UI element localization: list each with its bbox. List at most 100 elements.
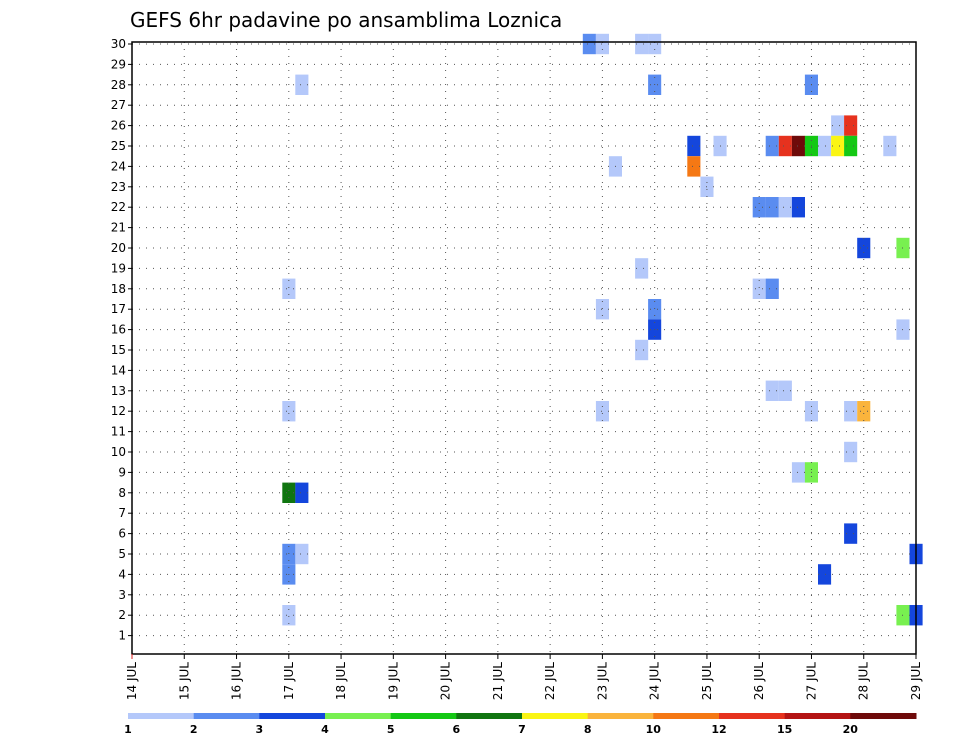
y-tick-label: 22	[111, 200, 126, 214]
precip-cell	[844, 523, 858, 544]
colorbar-segment	[653, 713, 720, 719]
colorbar-segment	[850, 713, 917, 719]
colorbar-segment	[259, 713, 326, 719]
colorbar-label: 2	[190, 723, 198, 736]
y-tick-label: 7	[118, 506, 126, 520]
y-tick-label: 18	[111, 282, 126, 296]
y-tick-label: 15	[111, 343, 126, 357]
colorbar-segment	[587, 713, 654, 719]
precip-cell	[295, 543, 309, 565]
y-tick-label: 5	[118, 547, 126, 561]
precip-cell	[791, 135, 805, 157]
chart-title: GEFS 6hr padavine po ansamblima Loznica	[130, 8, 562, 32]
precip-cell	[752, 278, 766, 299]
y-tick-label: 1	[118, 629, 126, 643]
y-tick-label: 16	[111, 323, 126, 337]
precip-cell	[818, 135, 832, 157]
y-tick-label: 14	[111, 363, 126, 377]
precip-cell	[883, 135, 897, 157]
colorbar-segment	[719, 713, 786, 719]
colorbar-label: 6	[452, 723, 460, 736]
precip-cell	[582, 33, 596, 55]
y-tick-label: 23	[111, 180, 126, 194]
y-tick-label: 4	[118, 567, 126, 581]
colorbar-segment	[128, 713, 195, 719]
x-tick-label: 29 JUL	[909, 662, 923, 700]
precip-cell	[765, 380, 779, 401]
precip-cell	[857, 237, 871, 259]
colorbar-label: 10	[646, 723, 662, 736]
x-tick-label: 15 JUL	[177, 662, 191, 700]
y-tick-label: 26	[111, 119, 126, 133]
y-tick-label: 3	[118, 588, 126, 602]
precip-cell	[831, 115, 845, 136]
y-tick-label: 9	[118, 465, 126, 479]
precip-cell	[818, 564, 832, 585]
y-axis: 1234567891011121314151617181920212223242…	[111, 37, 132, 643]
x-tick-label: 22 JUL	[543, 662, 557, 700]
precip-cell	[595, 401, 609, 422]
precip-cell	[595, 299, 609, 320]
precip-cell	[857, 401, 871, 422]
colorbar-segment	[456, 713, 523, 719]
precip-cell	[635, 258, 649, 279]
precip-cell	[844, 115, 858, 136]
x-axis: 14 JUL 15 JUL 16 JUL 17 JUL 18 JUL 19 JUL 20 J…	[125, 654, 923, 700]
y-tick-label: 28	[111, 78, 126, 92]
y-tick-label: 29	[111, 57, 126, 71]
precip-cell	[687, 135, 701, 157]
precip-cell	[282, 278, 296, 299]
colorbar-label: 3	[255, 723, 263, 736]
colorbar-label: 12	[711, 723, 726, 736]
precip-cell	[648, 299, 662, 320]
x-tick-label: 19 JUL	[386, 662, 400, 700]
y-tick-label: 2	[118, 608, 126, 622]
plot-frame	[131, 41, 917, 655]
precip-cell	[844, 401, 858, 422]
precip-cell	[295, 482, 309, 503]
colorbar-label: 20	[843, 723, 859, 736]
x-tick-label: 28 JUL	[857, 662, 871, 700]
precip-cell	[752, 197, 766, 218]
y-tick-label: 13	[111, 384, 126, 398]
colorbar-label: 5	[387, 723, 395, 736]
y-tick-label: 12	[111, 404, 126, 418]
x-tick-label: 26 JUL	[752, 662, 766, 700]
y-tick-label: 20	[111, 241, 126, 255]
colorbar-label: 7	[518, 723, 526, 736]
x-tick-label: 27 JUL	[804, 662, 818, 700]
x-tick-label: 25 JUL	[700, 662, 714, 700]
precip-cell	[765, 197, 779, 218]
precip-cell	[791, 462, 805, 483]
precip-cell	[765, 278, 779, 299]
x-tick-label: 17 JUL	[282, 662, 296, 700]
x-tick-label: 16 JUL	[230, 662, 244, 700]
y-tick-label: 24	[111, 159, 126, 173]
y-tick-label: 6	[118, 527, 126, 541]
precip-cell	[844, 135, 858, 157]
precip-cell	[648, 33, 662, 55]
precip-cell	[282, 482, 296, 503]
y-tick-label: 8	[118, 486, 126, 500]
y-tick-label: 27	[111, 98, 126, 112]
y-tick-label: 19	[111, 261, 126, 275]
y-tick-label: 21	[111, 221, 126, 235]
x-tick-label: 21 JUL	[491, 662, 505, 700]
precip-cell	[282, 605, 296, 626]
x-tick-label: 18 JUL	[334, 662, 348, 700]
grid-lines	[132, 42, 916, 654]
precip-cell	[295, 74, 309, 95]
colorbar-label: 4	[321, 723, 329, 736]
colorbar-label: 1	[124, 723, 132, 736]
precip-cell	[635, 339, 649, 361]
precip-cell	[778, 135, 792, 157]
x-tick-label: 23 JUL	[595, 662, 609, 700]
y-tick-label: 17	[111, 302, 126, 316]
plot-border	[131, 41, 917, 655]
y-tick-label: 30	[111, 37, 126, 51]
y-tick-label: 10	[111, 445, 126, 459]
colorbar-label: 8	[584, 723, 592, 736]
colorbar-segment	[325, 713, 392, 719]
y-tick-label: 11	[111, 425, 126, 439]
